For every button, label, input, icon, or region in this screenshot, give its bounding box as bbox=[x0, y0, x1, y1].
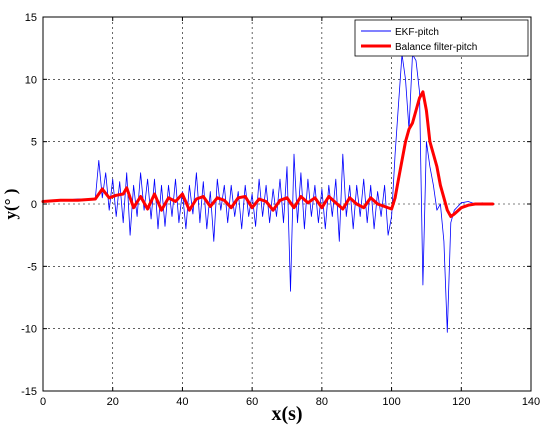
legend-label: EKF-pitch bbox=[395, 27, 439, 38]
x-tick-label: 40 bbox=[176, 396, 188, 408]
x-axis-label: x(s) bbox=[271, 403, 302, 425]
x-tick-label: 20 bbox=[107, 396, 119, 408]
y-tick-label: -10 bbox=[21, 324, 37, 336]
y-tick-label: 15 bbox=[25, 12, 37, 24]
legend: EKF-pitch Balance filter-pitch bbox=[354, 19, 529, 57]
y-axis-label: y(° ) bbox=[1, 189, 20, 220]
legend-box bbox=[354, 19, 529, 57]
y-tick-label: -5 bbox=[27, 261, 37, 273]
x-tick-label: 120 bbox=[452, 396, 470, 408]
x-tick-label: 100 bbox=[382, 396, 400, 408]
y-tick-label: 10 bbox=[25, 74, 37, 86]
y-tick-label: 5 bbox=[31, 137, 37, 149]
x-tick-label: 80 bbox=[316, 396, 328, 408]
tick-labels: 0 20 40 60 80 100 120 140 -15 -10 -5 0 5 10 15 bbox=[21, 12, 540, 408]
x-tick-label: 140 bbox=[522, 396, 540, 408]
y-tick-label: -15 bbox=[21, 386, 37, 398]
series-line-2 bbox=[41, 90, 495, 218]
x-tick-label: 60 bbox=[246, 396, 258, 408]
x-tick-label: 0 bbox=[40, 396, 46, 408]
series-line-1 bbox=[42, 54, 494, 333]
y-tick-label: 0 bbox=[31, 199, 37, 211]
plot-frame bbox=[42, 16, 532, 392]
legend-label: Balance filter-pitch bbox=[395, 42, 477, 53]
grid-lines bbox=[43, 17, 531, 391]
series-lines bbox=[41, 54, 495, 333]
